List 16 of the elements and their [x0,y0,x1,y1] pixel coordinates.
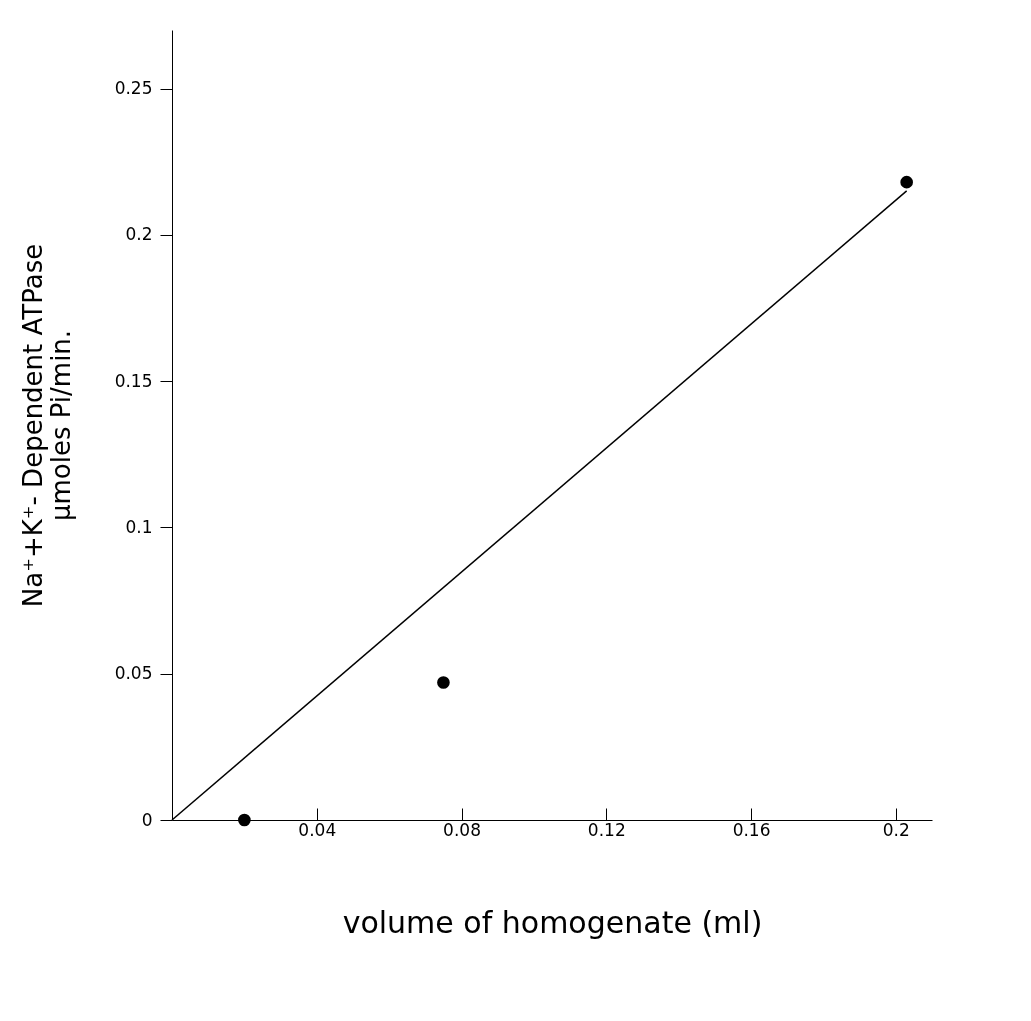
y-tick-label: 0.25 [114,78,153,99]
y-tick-label: 0 [141,809,153,830]
y-tick-label: 0.1 [125,516,153,537]
y-tick-label: 0.15 [114,370,153,391]
y-axis-title: Na⁺+K⁺- Dependent ATPase μmoles Pi/min. [17,243,76,608]
x-tick-label: 0.04 [298,819,337,840]
x-axis-title: volume of homogenate (ml) [342,904,763,940]
x-tick-label: 0.2 [882,819,910,840]
x-tick-label: 0.08 [443,819,481,840]
point [900,175,913,189]
y-tick-label: 0.05 [114,663,153,684]
x-tick-label: 0.12 [587,819,626,840]
point [238,813,251,827]
x-tick-label: 0.16 [732,819,771,840]
y-tick-label: 0.2 [125,224,153,245]
point [437,676,450,689]
